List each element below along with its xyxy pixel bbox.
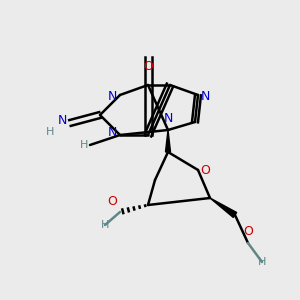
Text: N: N <box>163 112 173 125</box>
Text: H: H <box>80 140 88 150</box>
Text: O: O <box>107 195 117 208</box>
Polygon shape <box>166 130 170 152</box>
Text: N: N <box>108 127 117 140</box>
Text: H: H <box>258 257 266 267</box>
Text: N: N <box>201 91 210 103</box>
Text: N: N <box>108 91 117 103</box>
Polygon shape <box>210 198 237 218</box>
Text: H: H <box>46 127 54 137</box>
Text: O: O <box>143 60 153 73</box>
Text: N: N <box>58 113 67 127</box>
Text: O: O <box>200 164 210 176</box>
Text: O: O <box>243 225 253 238</box>
Text: H: H <box>101 220 109 230</box>
